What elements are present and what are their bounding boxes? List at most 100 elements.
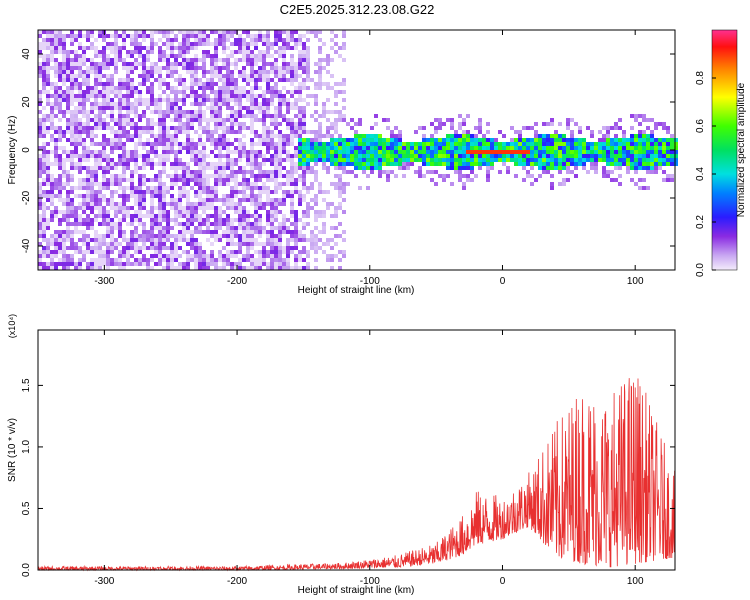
spectrogram-cell <box>310 150 314 154</box>
spectrogram-cell <box>354 146 358 150</box>
spectrogram-cell <box>322 106 326 110</box>
spectrogram-cell <box>250 142 254 146</box>
spectrogram-cell <box>254 238 258 242</box>
spectrogram-cell <box>178 166 182 170</box>
spectrogram-cell <box>510 126 514 130</box>
spectrogram-cell <box>202 154 206 158</box>
spectrogram-cell <box>322 214 326 218</box>
spectrogram-cell <box>334 226 338 230</box>
spectrogram-cell <box>270 134 274 138</box>
spectrogram-cell <box>342 166 346 170</box>
spectrogram-cell <box>342 254 346 258</box>
spectrogram-cell <box>54 150 58 154</box>
spectrogram-cell <box>226 130 230 134</box>
spectrogram-cell <box>214 118 218 122</box>
spectrogram-cell <box>622 130 626 134</box>
spectrogram-cell <box>174 66 178 70</box>
spectrogram-cell <box>298 66 302 70</box>
spectrogram-cell <box>130 150 134 154</box>
spectrogram-cell <box>298 74 302 78</box>
spectrogram-cell <box>322 146 326 150</box>
spectrogram-cell <box>438 158 442 162</box>
spectrogram-cell <box>290 38 294 42</box>
spectrogram-cell <box>226 106 230 110</box>
spectrogram-cell <box>42 66 46 70</box>
spectrogram-cell <box>350 170 354 174</box>
spectrogram-cell <box>226 158 230 162</box>
spectrogram-cell <box>174 34 178 38</box>
spectrogram-cell <box>122 30 126 34</box>
spectrogram-cell <box>526 170 530 174</box>
spectrogram-cell <box>278 50 282 54</box>
spectrogram-cell <box>362 138 366 142</box>
spectrogram-cell <box>126 206 130 210</box>
spectrogram-cell <box>282 94 286 98</box>
spectrogram-cell <box>390 134 394 138</box>
spectrogram-cell <box>646 134 650 138</box>
spectrogram-cell <box>310 130 314 134</box>
spectrogram-cell <box>126 242 130 246</box>
spectrogram-cell <box>202 190 206 194</box>
spectrogram-cell <box>566 162 570 166</box>
spectrogram-cell <box>270 218 274 222</box>
spectrogram-cell <box>226 30 230 34</box>
spectrogram-cell <box>78 158 82 162</box>
spectrogram-cell <box>214 186 218 190</box>
spectrogram-cell <box>46 254 50 258</box>
spectrogram-cell <box>134 218 138 222</box>
spectrogram-cell <box>66 238 70 242</box>
spectrogram-cell <box>210 262 214 266</box>
spectrogram-cell <box>586 154 590 158</box>
spectrogram-cell <box>174 130 178 134</box>
spectrogram-cell <box>410 158 414 162</box>
spectrogram-cell <box>270 54 274 58</box>
spectrogram-cell <box>466 146 470 150</box>
spectrogram-cell <box>550 150 554 154</box>
spectrogram-cell <box>586 150 590 154</box>
spectrogram-cell <box>350 154 354 158</box>
spectrogram-cell <box>218 250 222 254</box>
snr-x-tick-label: 100 <box>627 576 644 587</box>
spectrogram-cell <box>178 130 182 134</box>
spectrogram-cell <box>206 138 210 142</box>
spectrogram-cell <box>554 130 558 134</box>
spectrogram-cell <box>282 66 286 70</box>
spectrogram-cell <box>602 154 606 158</box>
spectrogram-cell <box>74 82 78 86</box>
spectrogram-cell <box>194 66 198 70</box>
spectrogram-cell <box>190 126 194 130</box>
spectrogram-cell <box>198 262 202 266</box>
spectrogram-cell <box>250 154 254 158</box>
spectrogram-cell <box>66 86 70 90</box>
spectrogram-cell <box>274 118 278 122</box>
spectrogram-cell <box>226 142 230 146</box>
spectrogram-cell <box>342 250 346 254</box>
spectrogram-cell <box>158 142 162 146</box>
spectrogram-x-label: Height of straight line (km) <box>298 285 415 296</box>
spectrogram-cell <box>422 150 426 154</box>
spectrogram-cell <box>314 194 318 198</box>
spectrogram-cell <box>490 150 494 154</box>
spectrogram-cell <box>110 194 114 198</box>
spectrogram-cell <box>42 194 46 198</box>
spectrogram-cell <box>270 162 274 166</box>
spectrogram-cell <box>266 54 270 58</box>
spectrogram-cell <box>222 86 226 90</box>
spectrogram-cell <box>258 226 262 230</box>
spectrogram-cell <box>106 214 110 218</box>
spectrogram-cell <box>566 122 570 126</box>
spectrogram-cell <box>314 70 318 74</box>
spectrogram-cell <box>482 150 486 154</box>
spectrogram-cell <box>62 166 66 170</box>
spectrogram-cell <box>502 150 506 154</box>
spectrogram-cell <box>222 170 226 174</box>
spectrogram-cell <box>42 230 46 234</box>
spectrogram-cell <box>474 134 478 138</box>
spectrogram-cell <box>522 162 526 166</box>
spectrogram-cell <box>62 66 66 70</box>
spectrogram-cell <box>314 198 318 202</box>
spectrogram-cell <box>54 86 58 90</box>
spectrogram-cell <box>174 250 178 254</box>
spectrogram-cell <box>154 178 158 182</box>
spectrogram-cell <box>310 30 314 34</box>
